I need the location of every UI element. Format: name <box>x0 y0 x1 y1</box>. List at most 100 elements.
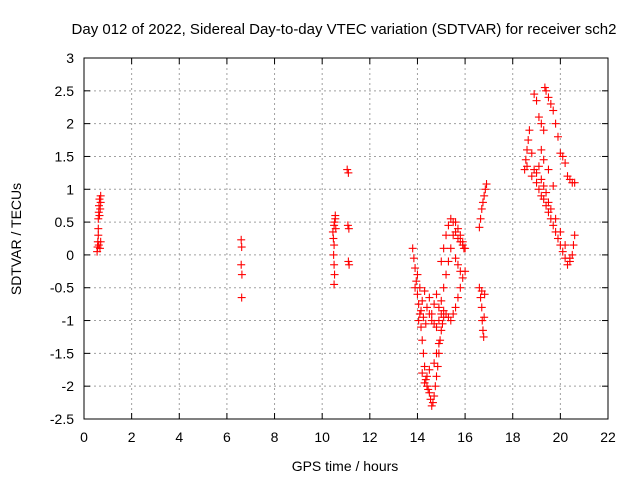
data-point <box>537 119 546 128</box>
data-point <box>476 214 485 223</box>
x-axis-label: GPS time / hours <box>292 458 399 474</box>
data-point <box>419 349 428 358</box>
data-point <box>480 191 489 200</box>
data-point <box>422 372 431 381</box>
x-tick-label: 8 <box>271 429 279 445</box>
data-point <box>537 175 546 184</box>
data-point <box>413 270 422 279</box>
data-point <box>446 244 455 253</box>
y-tick-label: -2 <box>62 378 75 394</box>
y-tick-label: -1 <box>62 313 75 329</box>
data-point <box>417 323 426 332</box>
x-tick-label: 14 <box>410 429 426 445</box>
data-point <box>439 244 448 253</box>
data-point <box>478 316 487 325</box>
data-point <box>530 90 539 99</box>
data-point <box>438 319 447 328</box>
x-tick-label: 4 <box>175 429 183 445</box>
data-point <box>478 198 487 207</box>
data-point <box>544 198 553 207</box>
data-point <box>456 283 465 292</box>
data-point <box>425 293 434 302</box>
data-point <box>329 250 338 259</box>
data-point <box>527 172 536 181</box>
data-series <box>93 83 579 410</box>
data-point <box>414 316 423 325</box>
data-point <box>477 204 486 213</box>
data-point <box>525 126 534 135</box>
data-point <box>331 214 340 223</box>
data-point <box>421 375 430 384</box>
data-point <box>434 339 443 348</box>
data-point <box>95 244 104 253</box>
data-point <box>95 211 104 220</box>
data-point <box>458 237 467 246</box>
data-point <box>477 287 486 296</box>
data-point <box>343 221 352 230</box>
data-point <box>418 369 427 378</box>
data-point <box>94 241 103 250</box>
data-point <box>527 149 536 158</box>
data-point <box>437 326 446 335</box>
data-point <box>428 398 437 407</box>
data-point <box>546 204 555 213</box>
y-tick-label: -0.5 <box>50 280 74 296</box>
x-tick-label: 0 <box>80 429 88 445</box>
chart-title: Day 012 of 2022, Sidereal Day-to-day VTE… <box>72 21 617 38</box>
data-point <box>444 221 453 230</box>
data-point <box>434 316 443 325</box>
data-point <box>561 241 570 250</box>
y-tick-label: 1 <box>66 181 74 197</box>
data-point <box>430 359 439 368</box>
data-point <box>476 293 485 302</box>
y-axis-label: SDTVAR / TECUs <box>8 183 24 295</box>
data-point <box>478 326 487 335</box>
axes: 0 2 4 6 8 10 12 14 16 18 20 22-2.5-2-1.5-1-0.500.51… <box>50 50 616 445</box>
data-point <box>417 306 426 315</box>
data-point <box>539 181 548 190</box>
data-point <box>425 309 434 318</box>
y-tick-label: 1.5 <box>55 148 75 164</box>
data-point <box>477 303 486 312</box>
data-point <box>419 313 428 322</box>
data-point <box>549 221 558 230</box>
data-point <box>549 106 558 115</box>
data-point <box>444 257 453 266</box>
data-point <box>524 136 533 145</box>
data-point <box>415 309 424 318</box>
data-point <box>436 336 445 345</box>
grid <box>84 58 608 419</box>
data-point <box>432 323 441 332</box>
y-tick-label: 2.5 <box>55 83 75 99</box>
data-point <box>343 165 352 174</box>
data-point <box>408 244 417 253</box>
data-point <box>413 290 422 299</box>
data-point <box>237 243 246 252</box>
data-point <box>409 254 418 263</box>
data-point <box>329 234 338 243</box>
data-point <box>418 336 427 345</box>
data-point <box>433 362 442 371</box>
data-point <box>446 316 455 325</box>
y-tick-label: -1.5 <box>50 345 74 361</box>
data-point <box>532 168 541 177</box>
data-point <box>95 195 104 204</box>
data-point <box>532 96 541 105</box>
data-point <box>451 254 460 263</box>
data-point <box>482 180 491 189</box>
data-point <box>345 260 354 269</box>
x-tick-label: 20 <box>553 429 569 445</box>
data-point <box>412 277 421 286</box>
data-point <box>422 303 431 312</box>
data-point <box>549 181 558 190</box>
data-point <box>430 300 439 309</box>
data-point <box>420 362 429 371</box>
data-point <box>570 231 579 240</box>
data-point <box>479 332 488 341</box>
data-point <box>434 303 443 312</box>
data-point <box>415 283 424 292</box>
data-point <box>521 155 530 164</box>
data-point <box>481 185 490 194</box>
y-tick-label: 0.5 <box>55 214 75 230</box>
data-point <box>546 99 555 108</box>
